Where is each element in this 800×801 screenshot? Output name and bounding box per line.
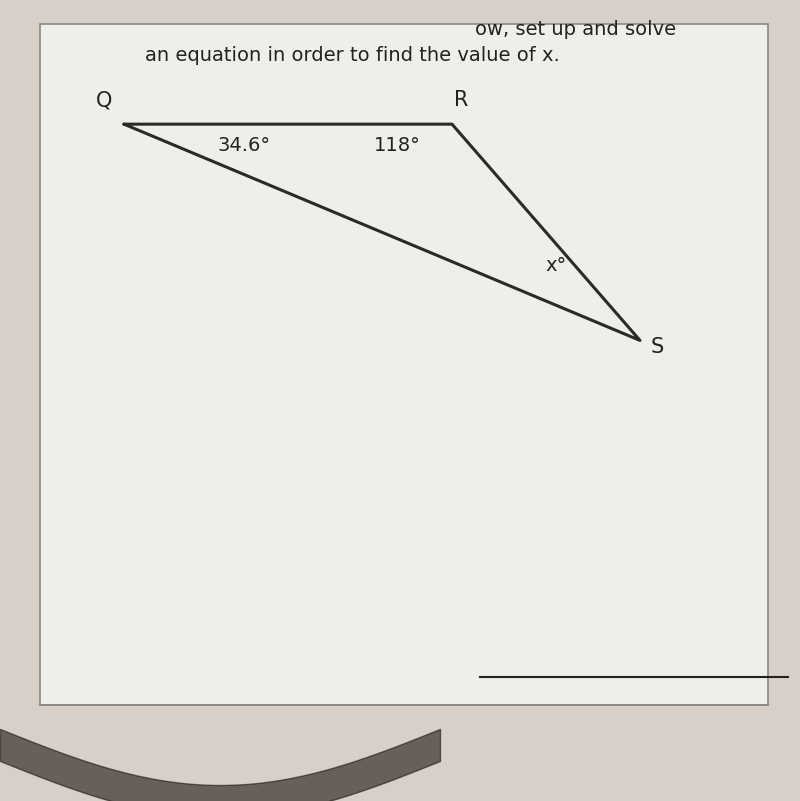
Text: 118°: 118° bbox=[374, 136, 421, 155]
Text: S: S bbox=[651, 337, 664, 356]
Text: Q: Q bbox=[96, 91, 112, 110]
Text: an equation in order to find the value of x.: an equation in order to find the value o… bbox=[145, 46, 559, 66]
Text: x°: x° bbox=[546, 256, 566, 276]
Text: 34.6°: 34.6° bbox=[218, 136, 270, 155]
FancyBboxPatch shape bbox=[40, 24, 768, 705]
Text: R: R bbox=[454, 91, 469, 110]
Text: ow, set up and solve: ow, set up and solve bbox=[475, 20, 677, 39]
